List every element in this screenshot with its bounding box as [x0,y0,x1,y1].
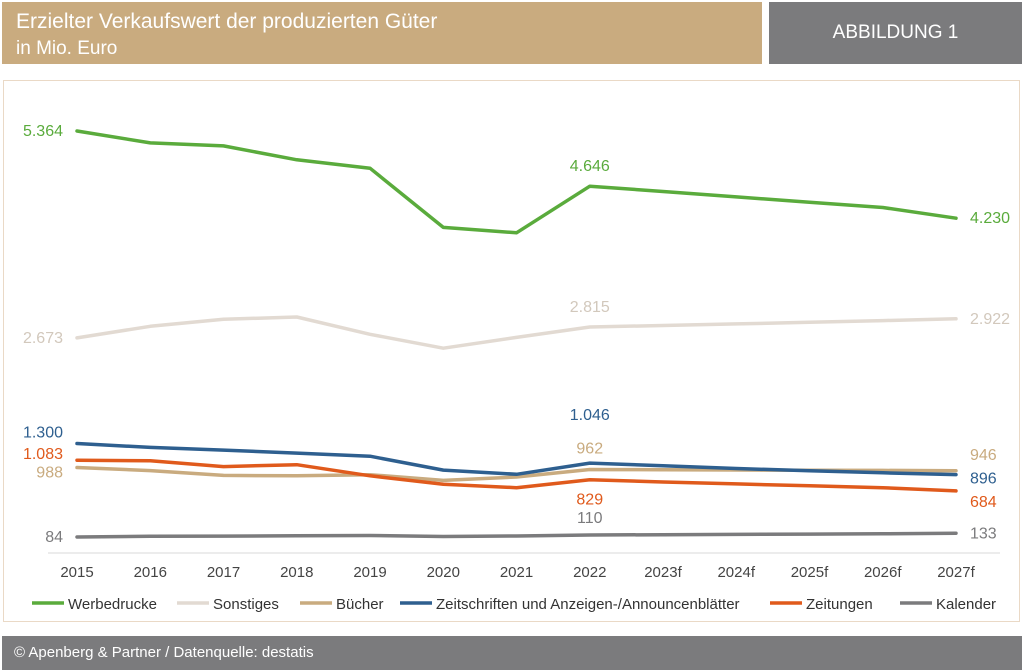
x-tick-label: 2015 [60,564,93,581]
data-label: 4.646 [570,158,610,175]
data-label: 2.815 [570,299,610,316]
data-label: 988 [36,465,63,482]
series-line-zeitschriften-und-anzeigen-announcenbl-tter [75,441,958,477]
data-label: 2.673 [23,330,63,347]
chart-subtitle: in Mio. Euro [16,38,118,59]
data-label: 1.300 [23,425,63,442]
legend-entry: Sonstiges [213,596,279,613]
data-label: 684 [970,494,997,511]
legend-entry: Bücher [336,596,384,613]
data-label: 84 [45,529,63,546]
series-line-zeitungen [75,458,958,493]
data-label: 962 [576,441,603,458]
data-label: 1.083 [23,446,63,463]
series-line-sonstiges [75,315,958,350]
x-tick-label: 2017 [207,564,240,581]
x-tick-label: 2023f [644,564,682,581]
chart-title: Erzielter Verkaufswert der produzierten … [16,10,438,33]
legend-entry: Werbedrucke [68,596,157,613]
x-tick-label: 2016 [134,564,167,581]
x-tick-label: 2027f [937,564,975,581]
x-tick-label: 2018 [280,564,313,581]
x-tick-label: 2022 [573,564,606,581]
footer-credit: © Apenberg & Partner / Datenquelle: dest… [14,644,314,661]
x-tick-label: 2020 [427,564,460,581]
series-line-werbedrucke [75,129,958,235]
data-label: 5.364 [23,123,63,140]
figure-label: ABBILDUNG 1 [832,22,959,43]
data-label: 829 [576,492,603,509]
x-tick-label: 2024f [717,564,755,581]
data-label: 2.922 [970,311,1010,328]
legend-entry: Kalender [936,596,996,613]
figure-label-bar: ABBILDUNG 1 [769,2,1022,64]
legend-entry: Zeitungen [806,596,873,613]
header-title-bar: Erzielter Verkaufswert der produzierten … [2,2,762,64]
data-label: 896 [970,471,997,488]
data-label: 1.046 [570,407,610,424]
x-tick-label: 2021 [500,564,533,581]
footer-bar: © Apenberg & Partner / Datenquelle: dest… [2,636,1022,670]
x-tick-label: 2026f [864,564,902,581]
data-label: 110 [577,510,603,527]
chart-frame [3,80,1020,622]
x-tick-label: 2025f [791,564,829,581]
series-line-kalender [75,531,958,539]
legend-entry: Zeitschriften und Anzeigen-/Announcenblä… [436,596,740,613]
data-label: 946 [970,447,997,464]
data-label: 133 [970,525,997,542]
data-label: 4.230 [970,210,1010,227]
x-tick-label: 2019 [353,564,386,581]
